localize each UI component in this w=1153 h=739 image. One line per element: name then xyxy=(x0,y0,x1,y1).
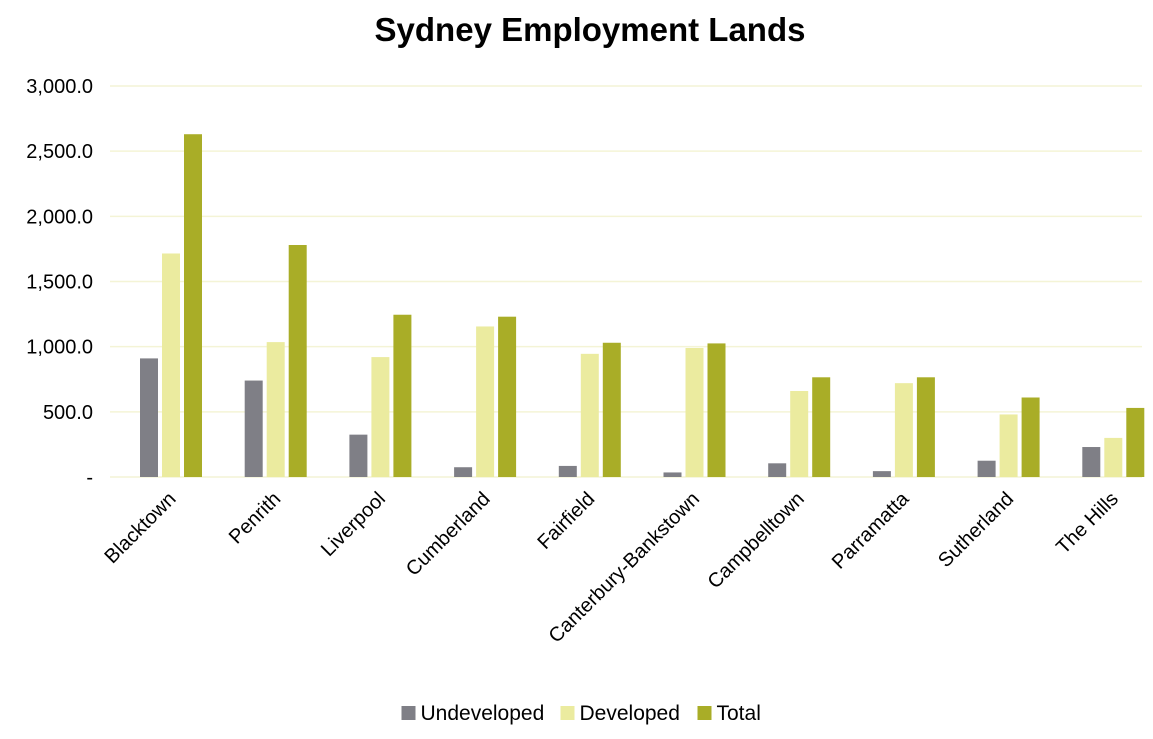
x-tick-label: Fairfield xyxy=(533,488,599,554)
bar-total-fairfield xyxy=(602,342,621,477)
y-axis-ticks: - 500.0 1,000.0 1,500.0 2,000.0 2,500.0 3,000.… xyxy=(26,76,93,489)
bar-developed-parramatta xyxy=(894,383,913,477)
bar-total-penrith xyxy=(288,245,307,477)
x-tick-label: The Hills xyxy=(1052,488,1123,559)
bar-developed-canterbury-bankstown xyxy=(685,347,704,477)
bar-total-canterbury-bankstown xyxy=(707,343,726,477)
bar-undeveloped-liverpool xyxy=(349,434,368,477)
bar-undeveloped-canterbury-bankstown xyxy=(663,472,682,477)
y-tick-label: 500.0 xyxy=(43,402,93,424)
bar-developed-sutherland xyxy=(999,414,1018,477)
x-tick-label: Blacktown xyxy=(101,488,181,568)
bar-total-the-hills xyxy=(1126,407,1145,477)
gridlines xyxy=(110,85,1142,478)
y-tick-label: 2,500.0 xyxy=(26,141,93,163)
bar-undeveloped-cumberland xyxy=(454,467,473,477)
y-tick-label: 1,000.0 xyxy=(26,337,93,359)
bar-developed-liverpool xyxy=(371,357,390,477)
y-tick-label: 2,000.0 xyxy=(26,206,93,228)
legend: Undeveloped Developed Total xyxy=(401,702,761,725)
legend-label-undeveloped: Undeveloped xyxy=(421,702,545,725)
bar-total-campbelltown xyxy=(812,377,831,477)
bar-total-cumberland xyxy=(498,316,517,477)
bar-developed-penrith xyxy=(266,342,285,477)
bar-developed-campbelltown xyxy=(790,390,809,477)
bar-total-liverpool xyxy=(393,314,412,477)
bar-undeveloped-parramatta xyxy=(872,471,891,477)
bar-undeveloped-penrith xyxy=(244,380,263,477)
bar-undeveloped-sutherland xyxy=(977,460,996,477)
legend-label-total: Total xyxy=(717,702,761,725)
legend-swatch-total xyxy=(697,706,712,720)
bar-developed-cumberland xyxy=(476,326,495,477)
bars xyxy=(140,134,1145,477)
bar-undeveloped-fairfield xyxy=(558,465,577,477)
x-tick-label: Parramatta xyxy=(828,487,914,573)
x-tick-label: Campbelltown xyxy=(704,488,809,593)
bar-undeveloped-the-hills xyxy=(1082,447,1101,477)
bar-total-parramatta xyxy=(916,377,935,477)
y-tick-label: - xyxy=(86,467,93,489)
bar-developed-the-hills xyxy=(1104,437,1123,477)
x-tick-label: Penrith xyxy=(225,488,285,548)
chart-title: Sydney Employment Lands xyxy=(375,11,806,48)
bar-undeveloped-blacktown xyxy=(140,358,158,477)
legend-swatch-developed xyxy=(560,706,575,720)
x-tick-label: Cumberland xyxy=(402,488,495,581)
bar-total-blacktown xyxy=(184,134,202,477)
bar-undeveloped-campbelltown xyxy=(768,463,787,477)
y-tick-label: 3,000.0 xyxy=(26,76,93,98)
legend-swatch-undeveloped xyxy=(401,706,416,720)
y-tick-label: 1,500.0 xyxy=(26,272,93,294)
bar-total-sutherland xyxy=(1021,397,1040,477)
x-tick-label: Liverpool xyxy=(317,488,390,561)
bar-developed-blacktown xyxy=(162,253,180,477)
x-tick-label: Sutherland xyxy=(934,488,1018,572)
legend-label-developed: Developed xyxy=(580,702,680,725)
bar-developed-fairfield xyxy=(580,353,599,477)
x-axis-ticks: Blacktown Penrith Liverpool Cumberland Fairf… xyxy=(101,487,1123,647)
